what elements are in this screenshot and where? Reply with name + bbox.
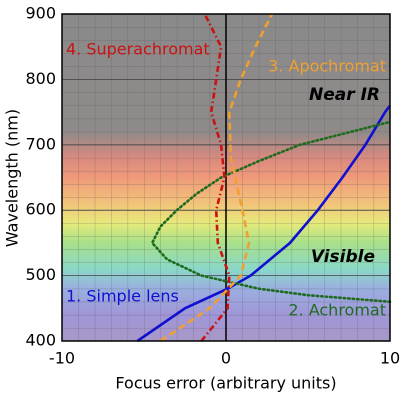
series-line [159,13,274,343]
annotation: Near IR [309,85,380,105]
series-line [150,120,392,304]
annotation: Visible [311,247,375,267]
x-tick-label: 10 [380,349,400,368]
y-tick-label: 900 [25,4,56,23]
x-tick-label: -10 [49,349,75,368]
series-line [136,104,392,343]
lines [136,13,392,343]
plot-frame [61,13,391,342]
y-tick-label: 700 [25,134,56,153]
series-label: 2. Achromat [288,301,386,320]
y-tick-label: 400 [25,331,56,350]
x-axis-label: Focus error (arbitrary units) [115,374,336,393]
y-axis-label: Wavelength (nm) [3,109,22,247]
y-tick-label: 500 [25,265,56,284]
series-line [200,13,231,342]
x-tick-label: 0 [221,349,231,368]
y-tick-label: 800 [25,69,56,88]
series-label: 3. Apochromat [268,57,386,76]
series-label: 4. Superachromat [66,40,210,59]
series-label: 1. Simple lens [66,287,179,306]
y-tick-label: 600 [25,200,56,219]
